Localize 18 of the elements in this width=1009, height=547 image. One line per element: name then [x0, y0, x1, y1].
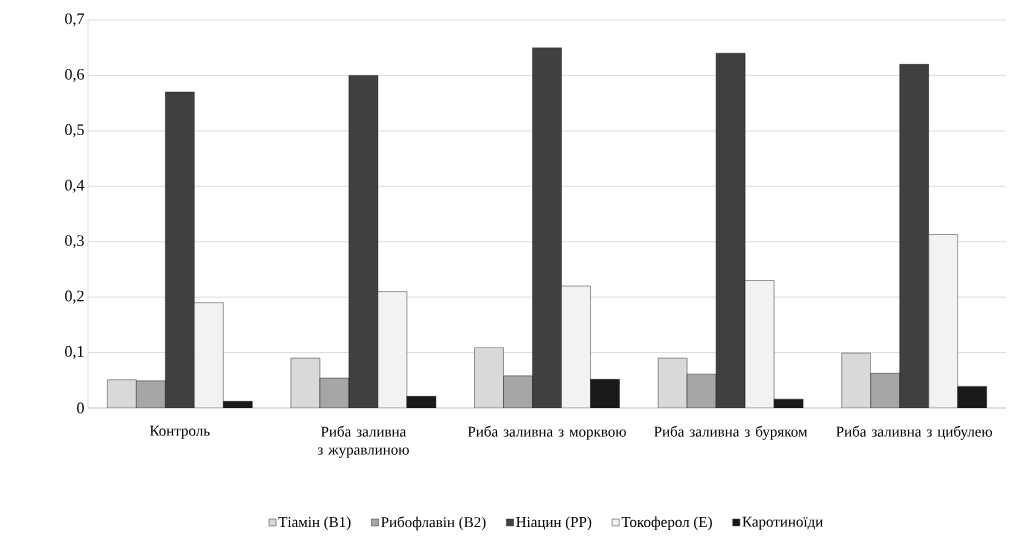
x-tick-label: Риба заливна з буряком [654, 425, 808, 440]
y-tick-label: 0,5 [65, 124, 84, 138]
legend-label: Тіамін (В1) [278, 516, 351, 531]
legend-label: Ніацин (РР) [516, 516, 592, 531]
y-tick-label: 0,2 [65, 290, 84, 304]
y-tick-label: 0,7 [65, 13, 85, 27]
legend-label: Рибофлавін (В2) [381, 516, 486, 531]
x-tick-label: Риба заливна з журавлиною [317, 425, 409, 458]
x-tick-label: Риба заливна з цибулею [836, 425, 993, 440]
x-tick-label: Риба заливна з морквою [467, 425, 626, 440]
x-tick-label: Контроль [149, 425, 210, 439]
y-tick-label: 0,4 [65, 179, 85, 193]
y-tick-label: 0,3 [65, 235, 84, 249]
y-tick-label: 0,1 [65, 346, 84, 360]
y-tick-label: 0,6 [65, 68, 84, 82]
legend-label: Токоферол (Е) [621, 516, 712, 531]
y-tick-label: 0 [77, 402, 84, 414]
legend-label: Каротиноїди [742, 516, 823, 530]
